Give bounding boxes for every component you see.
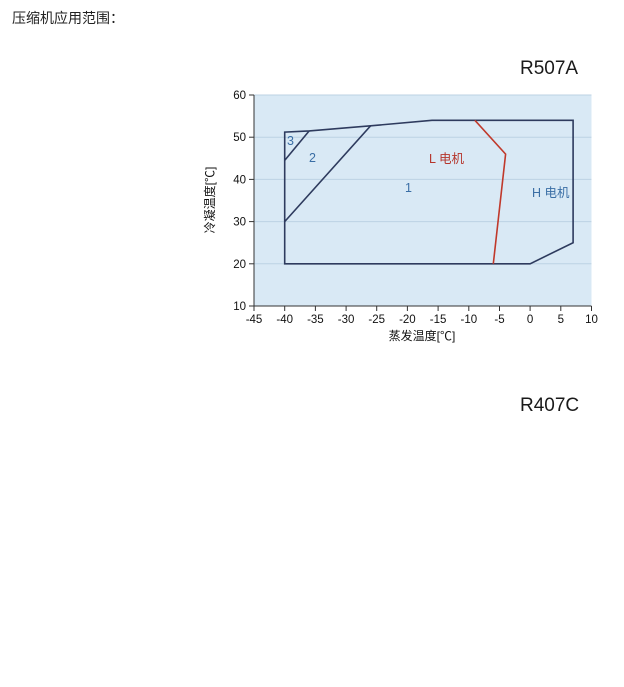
- svg-text:-20: -20: [399, 314, 416, 326]
- svg-text:-45: -45: [246, 314, 263, 326]
- svg-text:冷凝温度[℃]: 冷凝温度[℃]: [202, 167, 217, 234]
- svg-text:40: 40: [233, 174, 246, 186]
- svg-text:1: 1: [405, 181, 412, 195]
- svg-text:5: 5: [558, 314, 564, 326]
- svg-text:0: 0: [527, 314, 533, 326]
- svg-text:-30: -30: [338, 314, 355, 326]
- svg-text:10: 10: [585, 314, 598, 326]
- svg-text:L 电机: L 电机: [429, 152, 464, 166]
- svg-text:-40: -40: [276, 314, 293, 326]
- svg-text:60: 60: [233, 90, 246, 102]
- svg-text:50: 50: [233, 132, 246, 144]
- svg-text:-25: -25: [368, 314, 385, 326]
- svg-text:3: 3: [287, 134, 294, 148]
- svg-text:-10: -10: [460, 314, 477, 326]
- svg-text:10: 10: [233, 301, 246, 313]
- svg-text:2: 2: [309, 151, 316, 165]
- svg-text:20: 20: [233, 259, 246, 271]
- svg-text:-5: -5: [494, 314, 504, 326]
- svg-text:-35: -35: [307, 314, 324, 326]
- svg-text:-15: -15: [430, 314, 447, 326]
- svg-text:H 电机: H 电机: [532, 186, 570, 200]
- svg-text:蒸发温度[℃]: 蒸发温度[℃]: [389, 328, 456, 343]
- svg-text:30: 30: [233, 217, 246, 229]
